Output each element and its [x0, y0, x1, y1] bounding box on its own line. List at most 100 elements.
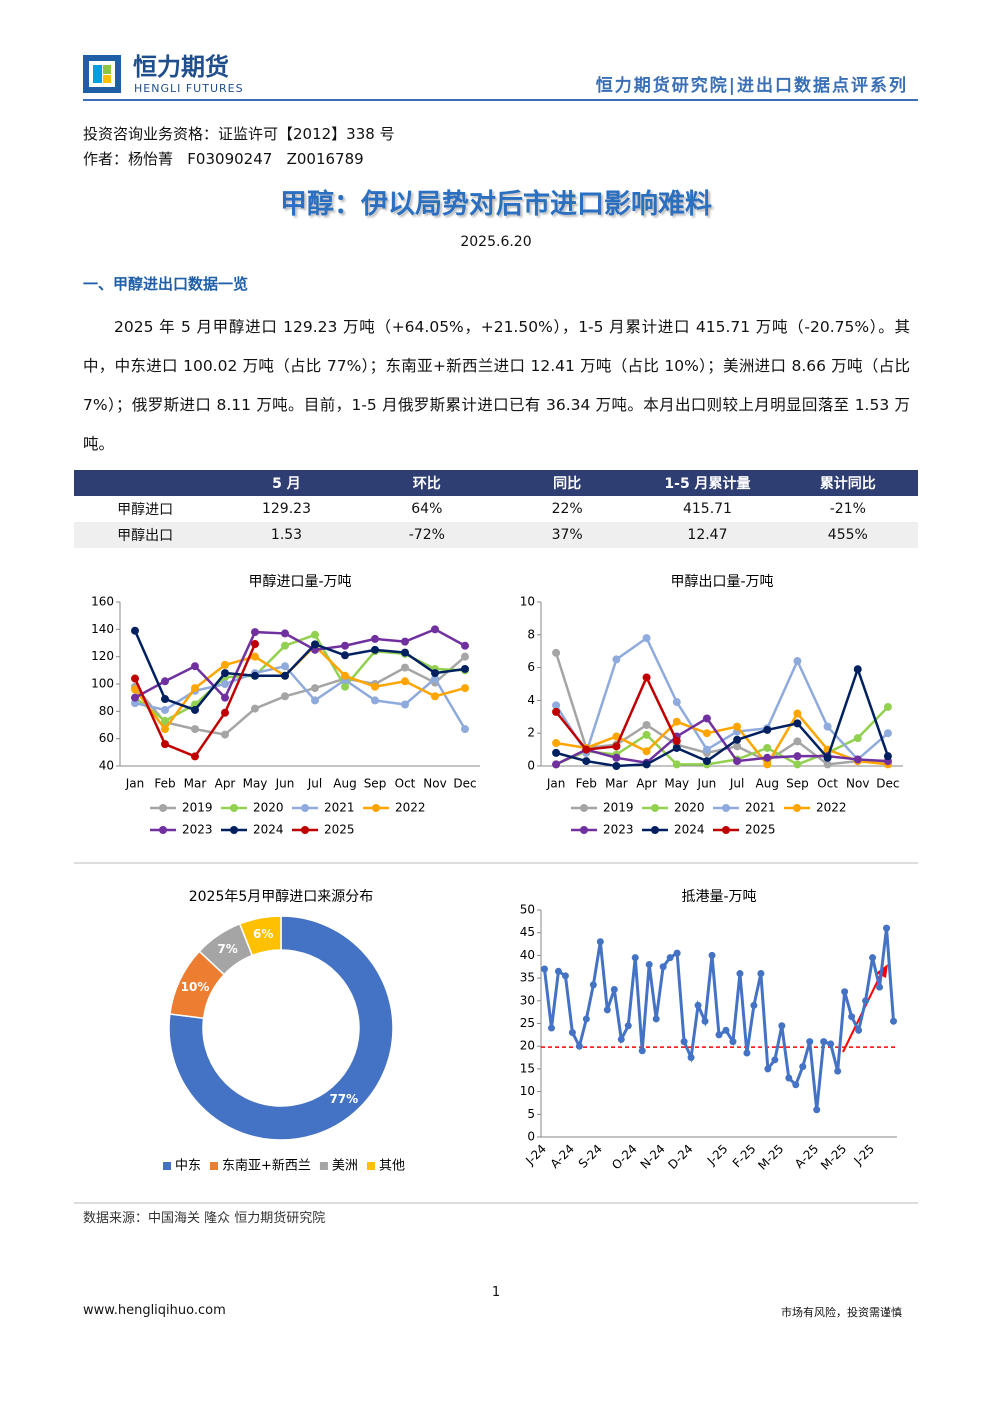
table-cell: 415.71	[682, 501, 732, 517]
point	[401, 648, 409, 657]
point	[552, 701, 561, 710]
point	[733, 742, 742, 751]
point	[642, 673, 651, 682]
legend-label: 2024	[674, 823, 705, 837]
point	[793, 657, 802, 666]
point	[281, 671, 289, 680]
point	[848, 1013, 856, 1021]
y-tick-label: 25	[520, 1016, 535, 1030]
y-tick-label: 45	[520, 925, 535, 939]
y-tick-label: 30	[520, 993, 535, 1007]
point	[771, 1056, 779, 1064]
x-tick-label: O-24	[609, 1142, 640, 1173]
point	[652, 1015, 660, 1023]
point	[612, 753, 621, 762]
legend-label: 2022	[816, 801, 847, 815]
legend-swatch	[230, 826, 238, 834]
legend-swatch	[159, 804, 167, 812]
point	[701, 1017, 709, 1025]
series-line	[134, 627, 466, 700]
x-tick-label: J-25	[850, 1142, 877, 1169]
point	[617, 1035, 625, 1043]
point	[161, 695, 169, 704]
series-line	[555, 665, 890, 768]
legend-swatch	[366, 1162, 375, 1170]
legend-label: 东南亚+新西兰	[222, 1158, 311, 1174]
table-cell: 1-5 月累计量	[637, 470, 778, 496]
legend-swatch	[722, 826, 730, 834]
source: 数据来源：中国海关 隆众 恒力期货研究院	[83, 1211, 326, 1226]
x-tick-label: A-25	[792, 1142, 821, 1171]
series-line	[134, 633, 466, 723]
x-tick-label: Feb	[154, 777, 175, 791]
point	[191, 662, 199, 671]
point	[624, 1022, 632, 1030]
series-line	[134, 664, 467, 730]
point	[733, 722, 742, 731]
point	[729, 1038, 737, 1046]
point	[820, 1038, 828, 1046]
table-cell: 22%	[551, 501, 583, 517]
point	[131, 693, 139, 702]
x-tick-label: J-25	[704, 1142, 731, 1169]
point	[461, 652, 469, 661]
point	[251, 704, 259, 713]
y-tick-label: 140	[91, 622, 114, 636]
series-line	[543, 927, 896, 1110]
table-row: 甲醇进口 129.23 64% 22% 415.71 -21%	[74, 496, 918, 522]
legend-swatch	[230, 804, 238, 812]
y-tick-label: 120	[91, 649, 114, 663]
point	[876, 983, 884, 991]
point	[221, 730, 229, 739]
point	[610, 985, 618, 993]
x-tick-label: Oct	[817, 777, 838, 791]
point	[461, 725, 469, 734]
point	[813, 1106, 821, 1114]
point	[461, 641, 469, 650]
donut-slice	[168, 915, 394, 1141]
point	[552, 760, 561, 769]
point	[191, 705, 199, 714]
point	[431, 669, 439, 678]
x-tick-label: D-24	[665, 1142, 695, 1172]
point	[161, 740, 169, 749]
point	[793, 737, 802, 746]
point	[673, 949, 681, 957]
point	[582, 745, 591, 754]
point	[191, 725, 199, 734]
point	[131, 674, 139, 683]
series-title: 恒力期货研究院|进出口数据点评系列	[596, 75, 908, 96]
point	[806, 1038, 814, 1046]
point	[221, 669, 229, 678]
point	[778, 1022, 786, 1030]
point	[862, 997, 870, 1005]
point	[161, 677, 169, 686]
table-cell: 37%	[496, 522, 638, 548]
x-tick-label: M-25	[818, 1142, 849, 1173]
x-tick-label: Feb	[576, 777, 597, 791]
legend-label: 其他	[379, 1159, 405, 1174]
table-cell: 甲醇进口	[117, 502, 174, 518]
point	[612, 732, 621, 741]
point	[642, 634, 651, 643]
point	[702, 714, 711, 723]
point	[793, 752, 802, 761]
point	[371, 645, 379, 654]
legend-swatch	[319, 1162, 328, 1170]
point	[645, 960, 653, 968]
point	[431, 625, 439, 634]
point	[561, 972, 569, 980]
data-label: 10%	[181, 980, 210, 994]
point	[853, 734, 862, 743]
chart-title: 2025年5月甲醇进口来源分布	[189, 888, 374, 905]
point	[672, 760, 681, 769]
point	[341, 641, 349, 650]
point	[733, 757, 742, 766]
y-tick-label: 60	[99, 731, 114, 745]
point	[311, 630, 319, 639]
point	[631, 954, 639, 962]
point	[793, 760, 802, 769]
y-tick-label: 15	[520, 1061, 535, 1075]
